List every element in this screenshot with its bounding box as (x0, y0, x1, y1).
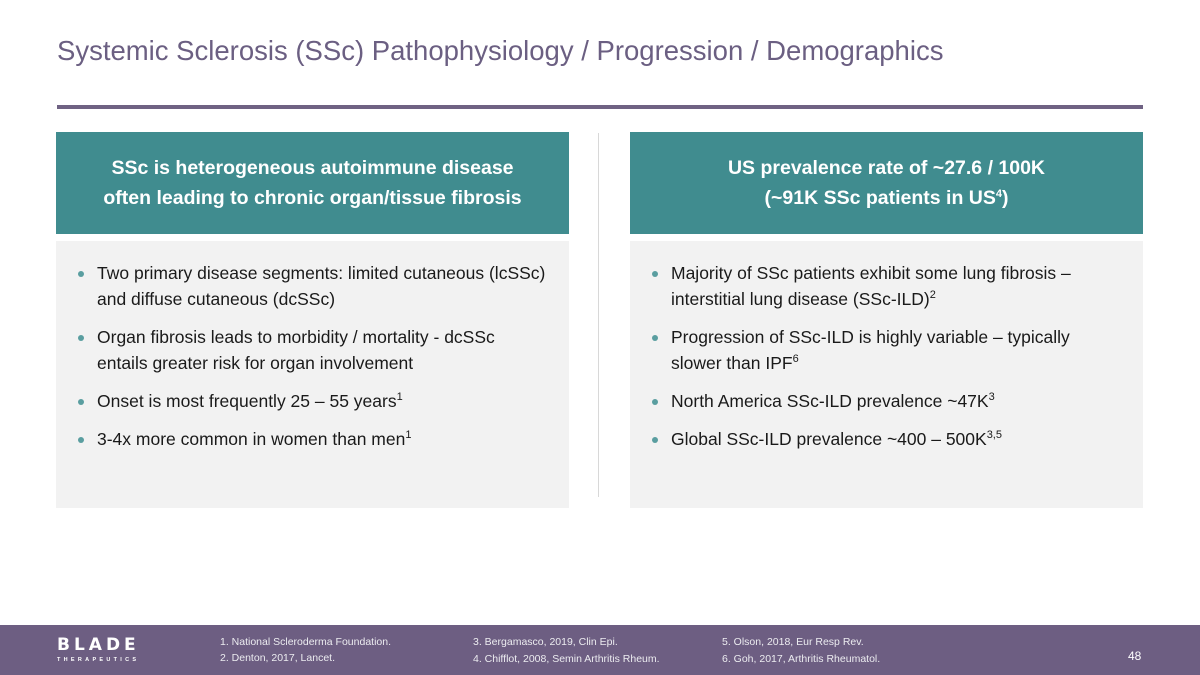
item-text: North America SSc-ILD prevalence ~47K (671, 391, 989, 411)
title-rule (57, 105, 1143, 109)
footnote-ref: 3,5 (986, 429, 1002, 441)
company-logo: BLADE THERAPEUTICS (57, 635, 140, 663)
right-header-line: (~91K SSc patients in US4) (630, 183, 1143, 213)
item-text: Two primary disease segments: limited cu… (97, 263, 546, 309)
reference: 6. Goh, 2017, Arthritis Rheumatol. (722, 653, 881, 665)
left-bullet-list: Two primary disease segments: limited cu… (56, 241, 569, 508)
footer: BLADE THERAPEUTICS 1. National Scleroder… (0, 625, 1200, 675)
footnote-ref: 1 (405, 429, 412, 441)
footnote-ref: 3 (988, 391, 995, 403)
reference: 2. Denton, 2017, Lancet. (220, 652, 336, 664)
right-bullet-list: Majority of SSc patients exhibit some lu… (630, 241, 1143, 508)
list-item: Global SSc-ILD prevalence ~400 – 500K3,5 (650, 426, 1123, 452)
footnote-ref: 2 (929, 289, 936, 301)
logo-name: BLADE (57, 635, 140, 655)
page-number: 48 (1128, 649, 1142, 663)
reference: 1. National Scleroderma Foundation. (220, 636, 392, 648)
logo-subtitle: THERAPEUTICS (57, 657, 140, 663)
left-header: SSc is heterogeneous autoimmune disease … (56, 132, 569, 234)
list-item: North America SSc-ILD prevalence ~47K3 (650, 388, 1123, 414)
footnote-ref: 4 (995, 188, 1002, 200)
list-item: Two primary disease segments: limited cu… (76, 260, 549, 312)
slide-title: Systemic Sclerosis (SSc) Pathophysiology… (57, 35, 944, 66)
list-item: 3-4x more common in women than men1 (76, 426, 549, 452)
references-col-1: 1. National Scleroderma Foundation. 2. D… (220, 634, 391, 666)
footnote-ref: 1 (396, 391, 403, 403)
right-column: US prevalence rate of ~27.6 / 100K (~91K… (630, 132, 1143, 508)
item-text: Onset is most frequently 25 – 55 years (97, 391, 397, 411)
references-col-3: 5. Olson, 2018, Eur Resp Rev. 6. Goh, 20… (722, 634, 880, 668)
header-text: ) (1002, 187, 1009, 209)
list-item: Onset is most frequently 25 – 55 years1 (76, 388, 549, 414)
list-item: Organ fibrosis leads to morbidity / mort… (76, 324, 549, 376)
right-header-line: US prevalence rate of ~27.6 / 100K (727, 157, 1046, 179)
item-text: Majority of SSc patients exhibit some lu… (671, 263, 1071, 309)
right-header: US prevalence rate of ~27.6 / 100K (~91K… (630, 132, 1143, 234)
left-column: SSc is heterogeneous autoimmune disease … (56, 132, 569, 508)
item-text: 3-4x more common in women than men (97, 429, 406, 449)
left-header-line: often leading to chronic organ/tissue fi… (103, 187, 522, 209)
left-header-line: SSc is heterogeneous autoimmune disease (111, 157, 514, 179)
item-text: Global SSc-ILD prevalence ~400 – 500K (671, 429, 987, 449)
header-text: (~91K SSc patients in US (764, 187, 996, 209)
column-divider (598, 133, 599, 497)
reference: 3. Bergamasco, 2019, Clin Epi. (473, 636, 618, 648)
reference: 5. Olson, 2018, Eur Resp Rev. (722, 636, 864, 648)
item-text: Progression of SSc-ILD is highly variabl… (671, 327, 1070, 373)
list-item: Progression of SSc-ILD is highly variabl… (650, 324, 1123, 376)
item-text: Organ fibrosis leads to morbidity / mort… (97, 327, 495, 373)
reference: 4. Chifflot, 2008, Semin Arthritis Rheum… (473, 653, 660, 665)
footnote-ref: 6 (792, 353, 799, 365)
references-col-2: 3. Bergamasco, 2019, Clin Epi. 4. Chiffl… (473, 634, 660, 668)
list-item: Majority of SSc patients exhibit some lu… (650, 260, 1123, 312)
